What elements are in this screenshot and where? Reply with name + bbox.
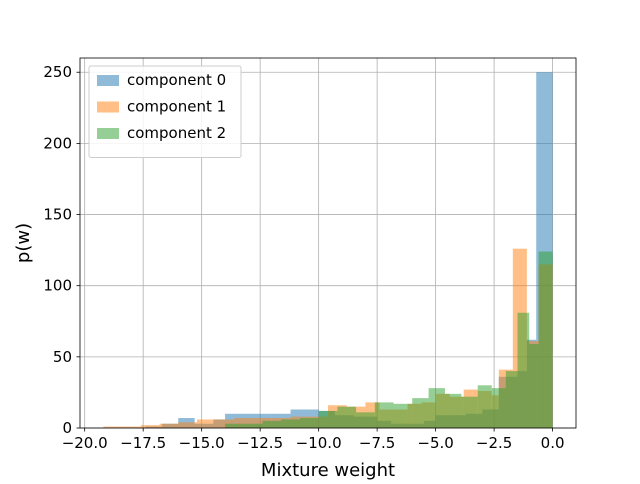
axis-ticks: −20.0 −17.5 −15.0 −12.5 −10.0 −7.5 −5.0 −2.5 0.0… <box>43 63 564 452</box>
plot-frame <box>79 57 577 429</box>
legend-entry: component 2 <box>127 124 226 142</box>
histogram-bar <box>196 419 216 428</box>
legend-box <box>88 65 242 158</box>
series-2-bars <box>225 251 553 428</box>
histogram-bar <box>491 388 506 428</box>
y-tick-label: 0 <box>62 419 72 437</box>
legend: component 0 component 1 component 2 <box>88 65 242 158</box>
histogram-bar <box>234 418 254 428</box>
histogram-bar <box>529 344 539 428</box>
histogram-bars <box>103 72 553 428</box>
y-tick-label: 50 <box>53 348 72 366</box>
histogram-bar <box>159 423 179 428</box>
y-tick-label: 200 <box>43 134 72 152</box>
legend-swatch <box>97 101 119 113</box>
y-tick-label: 100 <box>43 277 72 295</box>
histogram-bar <box>262 420 282 428</box>
histogram-bar <box>356 412 375 428</box>
histogram-bar <box>374 402 394 428</box>
y-axis-label: p(w) <box>13 223 34 263</box>
histogram-bar <box>412 398 429 428</box>
legend-swatch <box>97 75 119 86</box>
histogram-bar <box>444 393 462 428</box>
x-tick-label: −2.5 <box>476 434 512 452</box>
histogram-bar <box>122 426 141 428</box>
histogram-bar <box>140 425 160 428</box>
y-tick-label: 150 <box>43 206 72 224</box>
histogram-bar <box>299 418 319 428</box>
histogram-bar <box>428 388 445 428</box>
histogram-bar <box>517 312 530 428</box>
histogram-bar <box>225 423 263 428</box>
legend-swatch <box>97 128 119 139</box>
x-tick-label: −5.0 <box>417 434 453 452</box>
x-tick-label: −20.0 <box>62 434 108 452</box>
histogram-bar <box>281 419 300 428</box>
x-tick-label: 0.0 <box>541 434 565 452</box>
legend-entry: component 1 <box>127 98 226 116</box>
histogram-bar <box>538 251 553 428</box>
histogram-bar <box>461 396 478 428</box>
x-tick-label: −15.0 <box>179 434 225 452</box>
x-tick-label: −12.5 <box>237 434 283 452</box>
x-tick-label: −7.5 <box>359 434 395 452</box>
histogram-bar <box>393 403 413 428</box>
histogram-bar <box>505 371 518 428</box>
histogram-bar <box>337 406 357 428</box>
histogram-bar <box>318 410 338 428</box>
y-tick-label: 250 <box>43 63 72 81</box>
histogram-bar <box>477 385 492 428</box>
x-tick-label: −10.0 <box>296 434 342 452</box>
x-tick-label: −17.5 <box>120 434 166 452</box>
histogram-bar <box>103 426 123 428</box>
x-axis-label: Mixture weight <box>261 460 395 480</box>
grid-lines <box>80 58 576 429</box>
legend-entry: component 0 <box>127 71 226 89</box>
histogram-bar <box>178 422 197 428</box>
